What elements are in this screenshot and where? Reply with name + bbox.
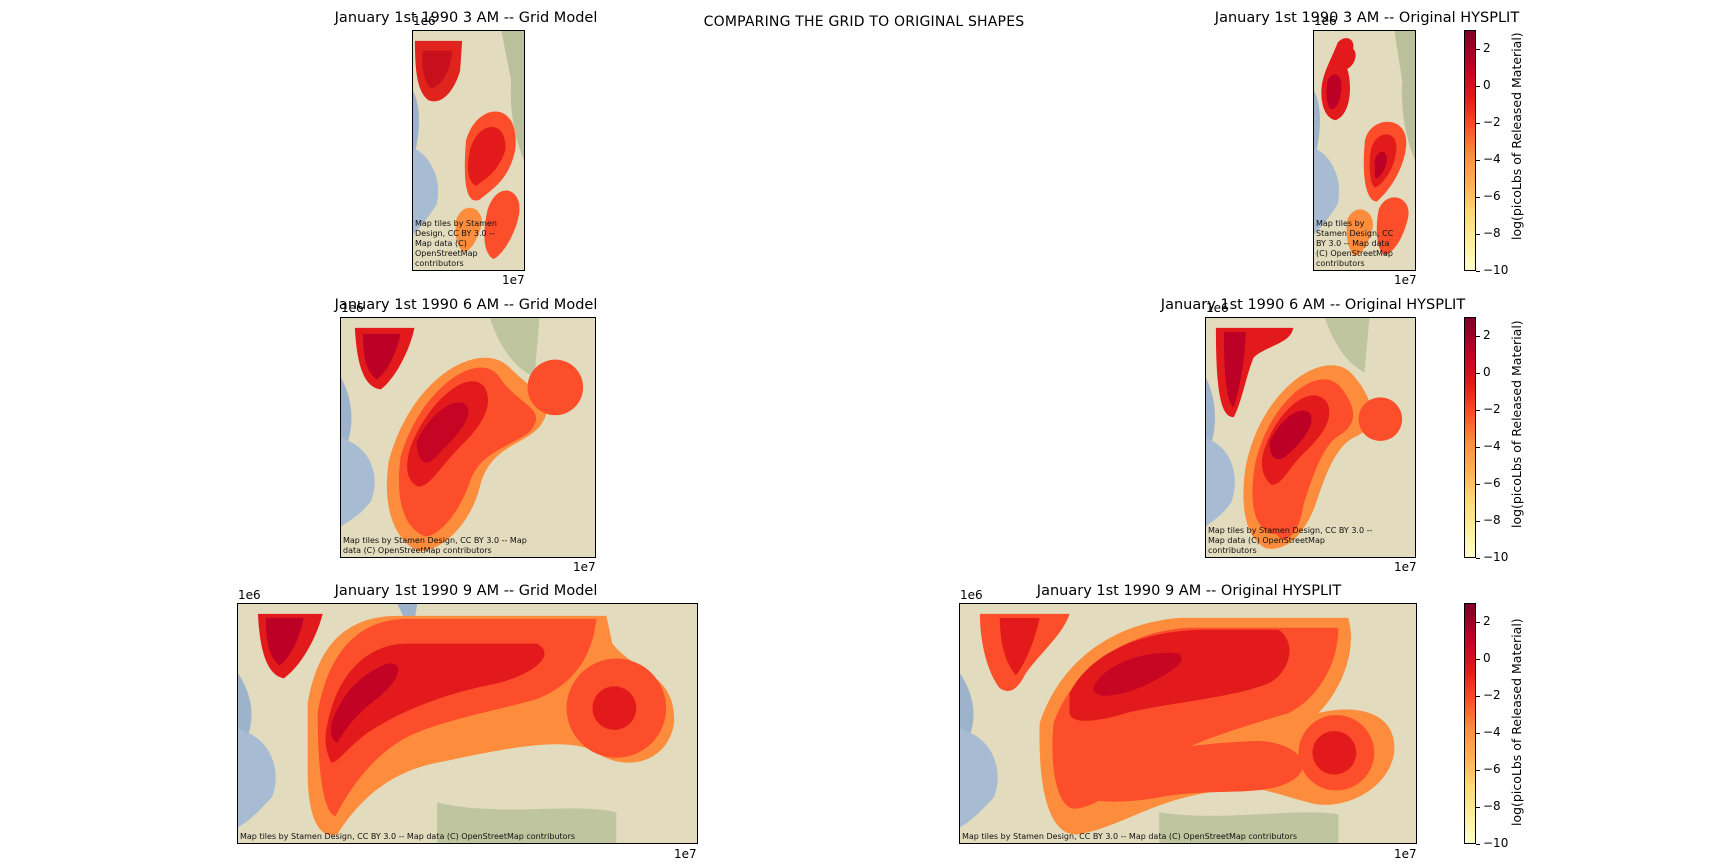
colorbar-tick-mark bbox=[1476, 733, 1480, 734]
colorbar-tick-mark bbox=[1476, 234, 1480, 235]
y-offset-label: 1e6 bbox=[1206, 301, 1229, 315]
colorbar-tick-label: −10 bbox=[1483, 263, 1509, 277]
y-offset-label: 1e6 bbox=[413, 14, 436, 28]
panel-title-3am-hysplit: January 1st 1990 3 AM -- Original HYSPLI… bbox=[1214, 10, 1520, 26]
colorbar-label: log(picoLbs of Released Material) bbox=[1509, 320, 1524, 528]
colorbar-label: log(picoLbs of Released Material) bbox=[1509, 618, 1524, 826]
colorbar-tick-label: 2 bbox=[1483, 614, 1491, 628]
plume-map bbox=[413, 31, 524, 270]
map-attribution: Map tiles by Stamen Design, CC BY 3.0 --… bbox=[343, 536, 527, 555]
panel-title-6am-hysplit: January 1st 1990 6 AM -- Original HYSPLI… bbox=[1160, 297, 1466, 313]
map-attribution: Map tiles by Stamen Design, CC BY 3.0 --… bbox=[962, 832, 1298, 841]
colorbar-tick-mark bbox=[1476, 197, 1480, 198]
y-offset-label: 1e6 bbox=[960, 588, 983, 602]
colorbar-tick-label: 0 bbox=[1483, 365, 1491, 379]
colorbar bbox=[1464, 30, 1476, 271]
plume-map bbox=[1314, 31, 1415, 270]
colorbar-tick-label: −6 bbox=[1483, 476, 1501, 490]
figure-suptitle: COMPARING THE GRID TO ORIGINAL SHAPES bbox=[703, 14, 1025, 30]
colorbar-tick-mark bbox=[1476, 807, 1480, 808]
colorbar-tick-mark bbox=[1476, 160, 1480, 161]
map-panel-9am-hysplit[interactable]: Map tiles by Stamen Design, CC BY 3.0 --… bbox=[959, 603, 1417, 844]
plume-map bbox=[238, 604, 697, 843]
plume-map bbox=[341, 318, 595, 557]
x-offset-label: 1e7 bbox=[1394, 273, 1417, 287]
colorbar-tick-mark bbox=[1476, 659, 1480, 660]
colorbar-tick-mark bbox=[1476, 696, 1480, 697]
colorbar-tick-mark bbox=[1476, 410, 1480, 411]
x-offset-label: 1e7 bbox=[1394, 847, 1417, 861]
map-panel-3am-grid[interactable]: Map tiles by Stamen Design, CC BY 3.0 -- M… bbox=[412, 30, 525, 271]
colorbar-tick-mark bbox=[1476, 271, 1480, 272]
colorbar-tick-mark bbox=[1476, 770, 1480, 771]
colorbar-tick-mark bbox=[1476, 447, 1480, 448]
x-offset-label: 1e7 bbox=[674, 847, 697, 861]
panel-title-9am-hysplit: January 1st 1990 9 AM -- Original HYSPLI… bbox=[1036, 583, 1342, 599]
map-panel-3am-hysplit[interactable]: Map tiles by Stamen Design, CC BY 3.0 -- M… bbox=[1313, 30, 1416, 271]
y-offset-label: 1e6 bbox=[341, 301, 364, 315]
map-panel-9am-grid[interactable]: Map tiles by Stamen Design, CC BY 3.0 --… bbox=[237, 603, 698, 844]
colorbar-tick-label: 2 bbox=[1483, 41, 1491, 55]
colorbar-tick-label: −4 bbox=[1483, 152, 1501, 166]
colorbar-tick-mark bbox=[1476, 373, 1480, 374]
colorbar-tick-mark bbox=[1476, 49, 1480, 50]
colorbar-tick-label: −2 bbox=[1483, 115, 1501, 129]
colorbar-tick-label: −8 bbox=[1483, 799, 1501, 813]
colorbar-tick-mark bbox=[1476, 86, 1480, 87]
colorbar-tick-label: −2 bbox=[1483, 688, 1501, 702]
colorbar-tick-label: −10 bbox=[1483, 836, 1509, 850]
colorbar-label: log(picoLbs of Released Material) bbox=[1509, 32, 1524, 240]
colorbar-tick-label: −10 bbox=[1483, 550, 1509, 564]
colorbar-tick-mark bbox=[1476, 123, 1480, 124]
map-attribution: Map tiles by Stamen Design, CC BY 3.0 -- M… bbox=[1316, 219, 1394, 268]
x-offset-label: 1e7 bbox=[502, 273, 525, 287]
colorbar-tick-label: −4 bbox=[1483, 725, 1501, 739]
colorbar bbox=[1464, 317, 1476, 558]
y-offset-label: 1e6 bbox=[1314, 14, 1337, 28]
map-attribution: Map tiles by Stamen Design, CC BY 3.0 --… bbox=[1208, 526, 1373, 555]
colorbar-tick-mark bbox=[1476, 844, 1480, 845]
colorbar-tick-label: −6 bbox=[1483, 189, 1501, 203]
colorbar-tick-label: −2 bbox=[1483, 402, 1501, 416]
colorbar-tick-mark bbox=[1476, 622, 1480, 623]
colorbar-tick-label: 0 bbox=[1483, 651, 1491, 665]
colorbar-tick-mark bbox=[1476, 336, 1480, 337]
colorbar-tick-label: −8 bbox=[1483, 226, 1501, 240]
map-panel-6am-grid[interactable]: Map tiles by Stamen Design, CC BY 3.0 --… bbox=[340, 317, 596, 558]
panel-title-9am-grid: January 1st 1990 9 AM -- Grid Model bbox=[334, 583, 598, 599]
colorbar-tick-label: 0 bbox=[1483, 78, 1491, 92]
panel-title-6am-grid: January 1st 1990 6 AM -- Grid Model bbox=[334, 297, 598, 313]
colorbar-tick-label: −4 bbox=[1483, 439, 1501, 453]
plume-map bbox=[960, 604, 1416, 843]
map-attribution: Map tiles by Stamen Design, CC BY 3.0 -- M… bbox=[415, 219, 497, 268]
colorbar-tick-mark bbox=[1476, 484, 1480, 485]
colorbar-tick-label: −6 bbox=[1483, 762, 1501, 776]
plume-map bbox=[1206, 318, 1415, 557]
y-offset-label: 1e6 bbox=[238, 588, 261, 602]
colorbar-tick-label: −8 bbox=[1483, 513, 1501, 527]
x-offset-label: 1e7 bbox=[573, 560, 596, 574]
map-attribution: Map tiles by Stamen Design, CC BY 3.0 --… bbox=[240, 832, 576, 841]
map-panel-6am-hysplit[interactable]: Map tiles by Stamen Design, CC BY 3.0 --… bbox=[1205, 317, 1416, 558]
x-offset-label: 1e7 bbox=[1394, 560, 1417, 574]
colorbar-tick-label: 2 bbox=[1483, 328, 1491, 342]
colorbar bbox=[1464, 603, 1476, 844]
colorbar-tick-mark bbox=[1476, 521, 1480, 522]
panel-title-3am-grid: January 1st 1990 3 AM -- Grid Model bbox=[334, 10, 598, 26]
colorbar-tick-mark bbox=[1476, 558, 1480, 559]
